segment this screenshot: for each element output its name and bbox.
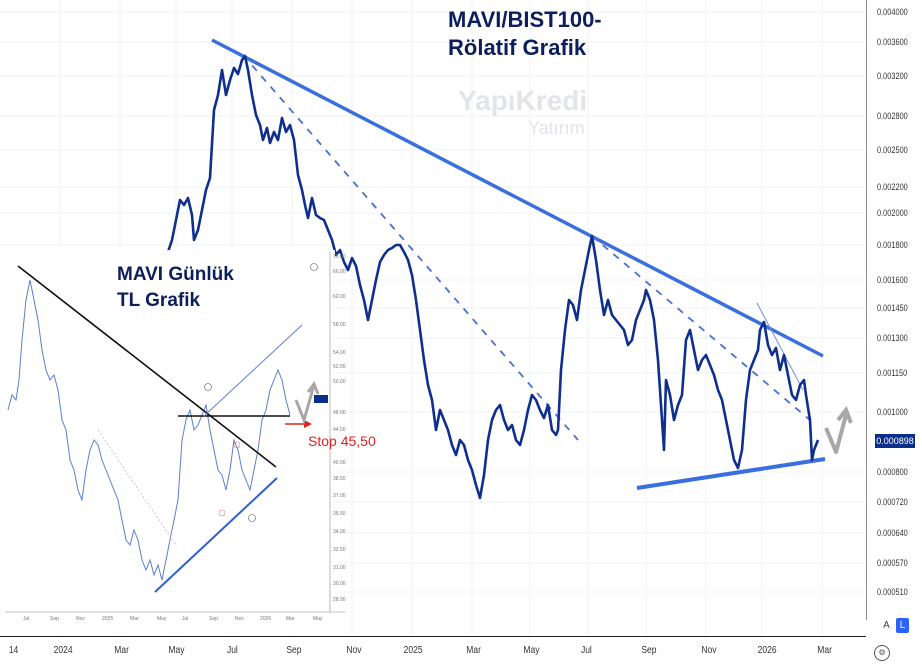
inset-tick: 40.00 [333,460,346,466]
price-tick: 0.001450 [877,303,908,313]
time-tick: Sep [641,645,657,656]
title-line-2: Rölatif Grafik [448,35,587,60]
relative-price-line [166,54,820,500]
log-scale-button[interactable]: L [896,618,909,633]
inset-tick: 31.00 [333,565,346,571]
inset-month: Jul [23,616,30,622]
time-tick: 2026 [757,645,777,656]
price-tick: 0.003200 [877,71,908,81]
inset-month: May [313,616,323,622]
price-tick: 0.003600 [877,37,908,47]
inset-price-line [7,279,291,581]
inset-month: Nov [235,616,244,622]
time-tick: Jul [580,645,592,656]
price-tick: 0.000570 [877,558,908,568]
time-tick: Jul [226,645,238,656]
auto-scale-button[interactable]: A [883,620,890,631]
time-tick: Mar [817,645,832,656]
time-tick: May [523,645,540,656]
inset-channel-line [203,324,303,417]
inset-tick: 35.50 [333,511,346,517]
inset-tick: 52.00 [333,364,346,370]
time-tick: May [168,645,185,656]
time-tick: Nov [346,645,362,656]
inset-tick: 44.00 [333,427,346,433]
main-chart-title: MAVI/BIST100- Rölatif Grafik [448,6,602,62]
inset-descending-trendline [17,265,277,468]
price-tick: 0.000720 [877,497,908,507]
time-tick: 14 [8,645,19,656]
price-tick: 0.000800 [877,467,908,477]
inset-month: Sep [50,616,59,622]
up-arrow-head [836,406,853,424]
current-price-badge: 0.000898 [875,434,915,448]
inset-month: May [157,616,167,622]
inset-up-arrow [294,384,316,425]
time-tick: Sep [286,645,302,656]
price-tick: 0.001150 [877,368,908,378]
inset-tick: 54.00 [333,350,346,356]
price-tick: 0.001000 [877,407,908,417]
descending-trendline [211,38,824,358]
inset-tick: 34.00 [333,529,346,535]
inset-month: Mar [286,616,295,622]
inset-tick: 62.00 [333,294,346,300]
time-axis[interactable]: 14 2024 Mar May Jul Sep Nov 2025 Mar May… [0,636,866,668]
price-tick: 0.002800 [877,111,908,121]
price-tick: 0.004000 [877,7,908,17]
scale-toggle-group: A L [880,618,909,633]
price-tick: 0.001600 [877,275,908,285]
inset-tick: 37.00 [333,493,346,499]
inset-month: Jul [182,616,189,622]
title-line-1: MAVI/BIST100- [448,7,602,32]
support-trendline [636,457,826,490]
dashed-trendline-2 [591,235,811,421]
inset-month: 2025 [102,616,114,622]
inset-title-line-1: MAVI Günlük [117,264,234,285]
inset-tick: 30.00 [333,581,346,587]
price-tick: 0.002500 [877,145,908,155]
chart-settings-icon[interactable]: ⚙ [874,645,890,661]
inset-tick: 50.00 [333,379,346,385]
time-tick: Mar [114,645,129,656]
time-tick: 2024 [53,645,73,656]
stop-loss-label: Stop 45,50 [308,433,376,449]
price-tick: 0.002200 [877,182,908,192]
inset-month: Nov [76,616,85,622]
inset-tick: 46.00 [333,410,346,416]
inset-tick: 66.00 [333,269,346,275]
inset-tick: 58.00 [333,322,346,328]
thin-trendline [756,302,804,391]
inset-month: 2026 [260,616,272,622]
inset-tick: 28.00 [333,597,346,603]
time-tick: Mar [466,645,481,656]
dashed-trendline-1 [242,54,579,441]
time-tick: Nov [701,645,717,656]
inset-axis: 70.00 66.00 62.00 58.00 54.00 52.00 50.0… [0,250,350,640]
inset-month: Mar [130,616,139,622]
inset-tick: 70.00 [333,254,346,260]
inset-title-line-2: TL Grafik [117,290,201,311]
inset-tick: 32.50 [333,547,346,553]
price-tick: 0.002000 [877,208,908,218]
inset-chart [0,250,345,634]
price-tick: 0.000510 [877,587,908,597]
watermark-logo: YapıKredi [458,85,588,116]
inset-chart-title: MAVI Günlük TL Grafik [117,262,234,314]
inset-support-line [154,477,278,593]
inset-month: Sep [209,616,218,622]
stop-arrow-head [304,420,312,428]
watermark-subtitle: Yatırım [528,118,585,138]
price-tick: 0.000640 [877,528,908,538]
up-arrow-indicator [824,414,848,454]
price-tick: 0.001300 [877,333,908,343]
price-axis[interactable]: 0.004000 0.003600 0.003200 0.002800 0.00… [866,0,922,620]
inset-tick: 38.50 [333,476,346,482]
time-tick: 2025 [403,645,423,656]
price-tick: 0.001800 [877,240,908,250]
